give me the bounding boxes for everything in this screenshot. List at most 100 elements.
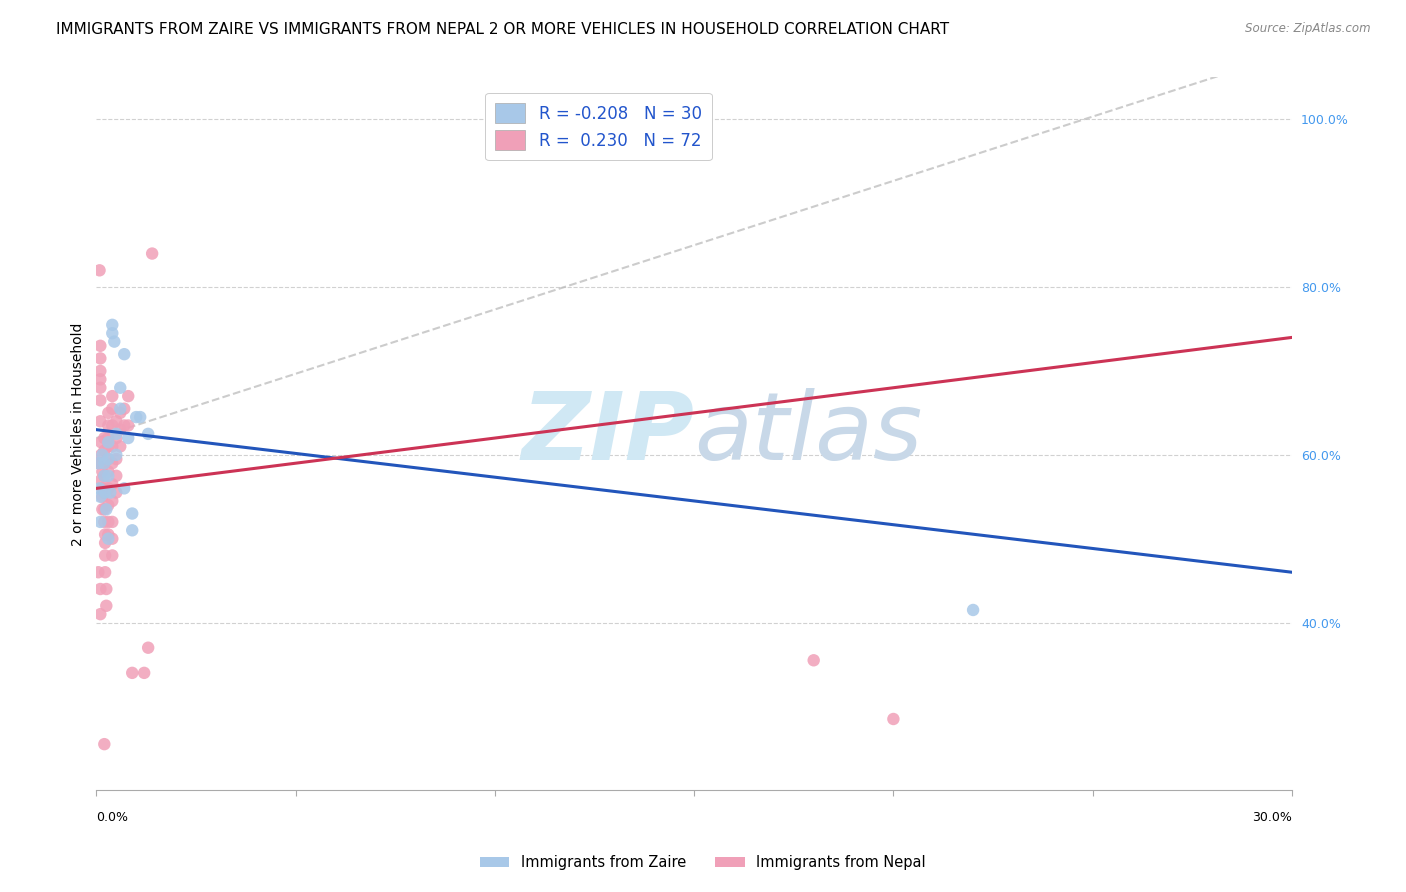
Point (89, 515, 111, 529)
Point (97, 452, 120, 467)
Point (97, 452, 120, 467)
Point (110, 406, 132, 420)
Point (96, 599, 118, 613)
Point (105, 448, 128, 462)
Point (112, 482, 135, 496)
Point (101, 401, 124, 416)
Point (97, 498, 120, 512)
Point (90, 473, 112, 487)
Point (105, 431, 128, 445)
Point (105, 414, 128, 428)
Point (101, 326, 124, 341)
Point (93, 468, 115, 483)
Point (93, 456, 115, 470)
Point (93, 485, 115, 500)
Point (94, 536, 117, 550)
Point (117, 431, 139, 445)
Point (87, 456, 110, 470)
Point (110, 439, 132, 453)
Point (93, 502, 115, 516)
Point (97, 406, 120, 420)
Point (89, 414, 111, 428)
Point (91, 482, 114, 496)
Point (125, 410, 148, 425)
Point (105, 468, 128, 483)
Text: 30.0%: 30.0% (1251, 811, 1292, 824)
Point (101, 439, 124, 453)
Point (101, 389, 124, 403)
Point (97, 527, 120, 541)
Point (89, 339, 111, 353)
Point (882, 712, 904, 726)
Point (110, 401, 132, 416)
Point (962, 603, 984, 617)
Point (97, 439, 120, 453)
Point (112, 347, 135, 361)
Point (121, 507, 143, 521)
Text: ZIP: ZIP (522, 388, 695, 480)
Point (89, 351, 111, 366)
Point (93, 515, 115, 529)
Point (101, 515, 124, 529)
Point (90, 448, 112, 462)
Point (105, 426, 128, 441)
Legend: R = -0.208   N = 30, R =  0.230   N = 72: R = -0.208 N = 30, R = 0.230 N = 72 (485, 93, 711, 161)
Point (91, 465, 114, 479)
Point (93, 443, 115, 458)
Point (101, 477, 124, 491)
Point (89, 582, 111, 596)
Point (117, 418, 139, 433)
Point (101, 494, 124, 508)
Point (103, 334, 125, 349)
Point (89, 364, 111, 378)
Y-axis label: 2 or more Vehicles in Household: 2 or more Vehicles in Household (72, 322, 86, 546)
Point (112, 418, 135, 433)
Point (112, 401, 135, 416)
Point (96, 502, 118, 516)
Point (98, 485, 121, 500)
Point (89, 490, 111, 504)
Point (97, 482, 120, 496)
Point (117, 389, 139, 403)
Text: Source: ZipAtlas.com: Source: ZipAtlas.com (1246, 22, 1371, 36)
Point (93, 468, 115, 483)
Point (136, 426, 159, 441)
Point (101, 549, 124, 563)
Point (105, 452, 128, 467)
Point (94, 549, 117, 563)
Point (97, 418, 120, 433)
Point (105, 485, 128, 500)
Point (121, 665, 143, 680)
Point (803, 653, 825, 667)
Point (93, 737, 115, 751)
Point (93, 456, 115, 470)
Point (97, 532, 120, 546)
Point (141, 246, 163, 260)
Point (97, 515, 120, 529)
Point (121, 524, 143, 538)
Point (96, 582, 118, 596)
Point (87, 456, 110, 470)
Point (89, 381, 111, 395)
Point (89, 372, 111, 386)
Text: IMMIGRANTS FROM ZAIRE VS IMMIGRANTS FROM NEPAL 2 OR MORE VEHICLES IN HOUSEHOLD C: IMMIGRANTS FROM ZAIRE VS IMMIGRANTS FROM… (56, 22, 949, 37)
Point (87, 566, 110, 580)
Point (101, 532, 124, 546)
Point (101, 456, 124, 470)
Point (97, 431, 120, 445)
Point (97, 465, 120, 479)
Point (91, 490, 114, 504)
Point (101, 418, 124, 433)
Point (134, 665, 156, 680)
Point (90, 435, 112, 450)
Point (94, 566, 117, 580)
Point (129, 410, 152, 425)
Point (93, 431, 115, 445)
Text: atlas: atlas (695, 388, 922, 479)
Text: 0.0%: 0.0% (97, 811, 128, 824)
Point (91, 502, 114, 516)
Point (94, 485, 117, 500)
Point (97, 435, 120, 450)
Point (110, 423, 132, 437)
Point (89, 607, 111, 622)
